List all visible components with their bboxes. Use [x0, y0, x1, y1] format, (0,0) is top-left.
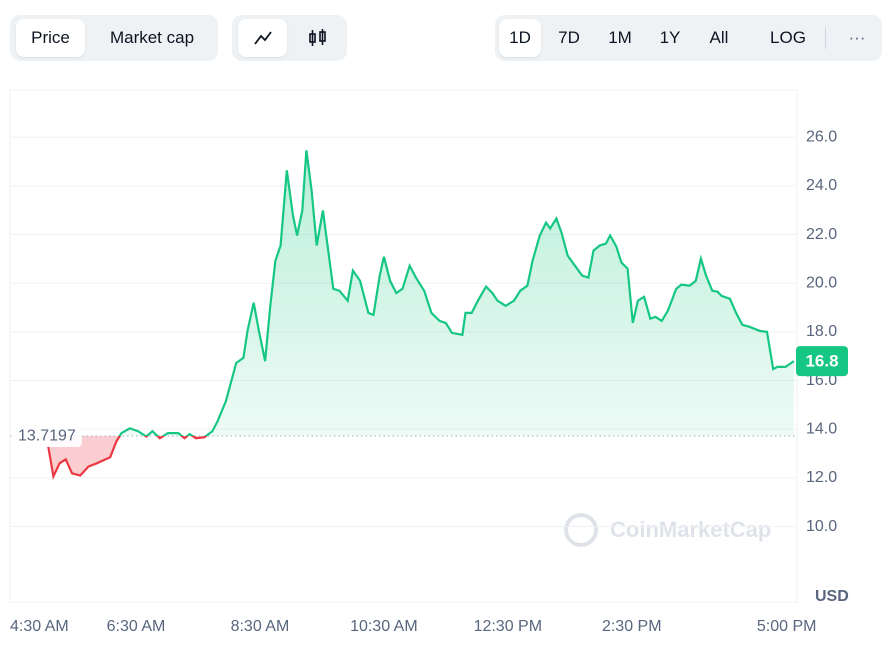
- baseline-label: 13.7197: [18, 427, 76, 444]
- y-tick-label: 26.0: [806, 128, 837, 145]
- y-tick-label: 20.0: [806, 274, 837, 291]
- baseline-label-bg: [12, 425, 82, 448]
- tab[interactable]: 1M: [608, 28, 632, 47]
- tab[interactable]: 7D: [558, 28, 580, 47]
- price-tag-label: 16.8: [805, 352, 838, 371]
- tab[interactable]: 1D: [499, 19, 541, 57]
- candle-icon-button[interactable]: [294, 19, 343, 57]
- watermark-logo: [564, 513, 598, 547]
- tab[interactable]: Price: [16, 19, 85, 57]
- tab[interactable]: Market cap: [109, 28, 195, 47]
- watermark-text: CoinMarketCap: [610, 517, 771, 542]
- tab[interactable]: 1Y: [659, 28, 681, 47]
- x-tick-label: 2:30 PM: [602, 618, 662, 635]
- line-icon: [254, 31, 272, 45]
- y-tick-label: 14.0: [806, 420, 837, 437]
- area-up: [48, 150, 794, 437]
- y-tick-label: 24.0: [806, 177, 837, 194]
- more-button[interactable]: ···: [848, 28, 866, 47]
- y-tick-label: 10.0: [806, 518, 837, 535]
- y-tick-label: 22.0: [806, 226, 837, 243]
- price-line-up: [118, 150, 795, 437]
- x-tick-label: 12:30 PM: [474, 618, 542, 635]
- range-tabs: 1D 7D 1M 1Y All LOG ···: [495, 15, 882, 61]
- x-tick-label: 8:30 AM: [231, 618, 290, 635]
- candle-icon: [309, 29, 326, 46]
- tab[interactable]: All: [709, 28, 729, 47]
- metric-tabs: Price Market cap: [10, 15, 218, 61]
- separator: [825, 27, 826, 49]
- x-tick-label: 10:30 AM: [350, 618, 418, 635]
- y-tick-label: 12.0: [806, 469, 837, 486]
- log-button[interactable]: LOG: [770, 28, 806, 47]
- x-tick-label: 5:00 PM: [757, 618, 817, 635]
- watermark: CoinMarketCap: [564, 513, 771, 547]
- y-tick-label: 18.0: [806, 323, 837, 340]
- y-unit-label: USD: [815, 588, 849, 605]
- line-icon-button[interactable]: [238, 19, 287, 57]
- x-tick-label: 4:30 AM: [10, 618, 69, 635]
- chart-type-tabs: [232, 15, 347, 61]
- x-tick-label: 6:30 AM: [107, 618, 166, 635]
- price-tag: [796, 346, 848, 377]
